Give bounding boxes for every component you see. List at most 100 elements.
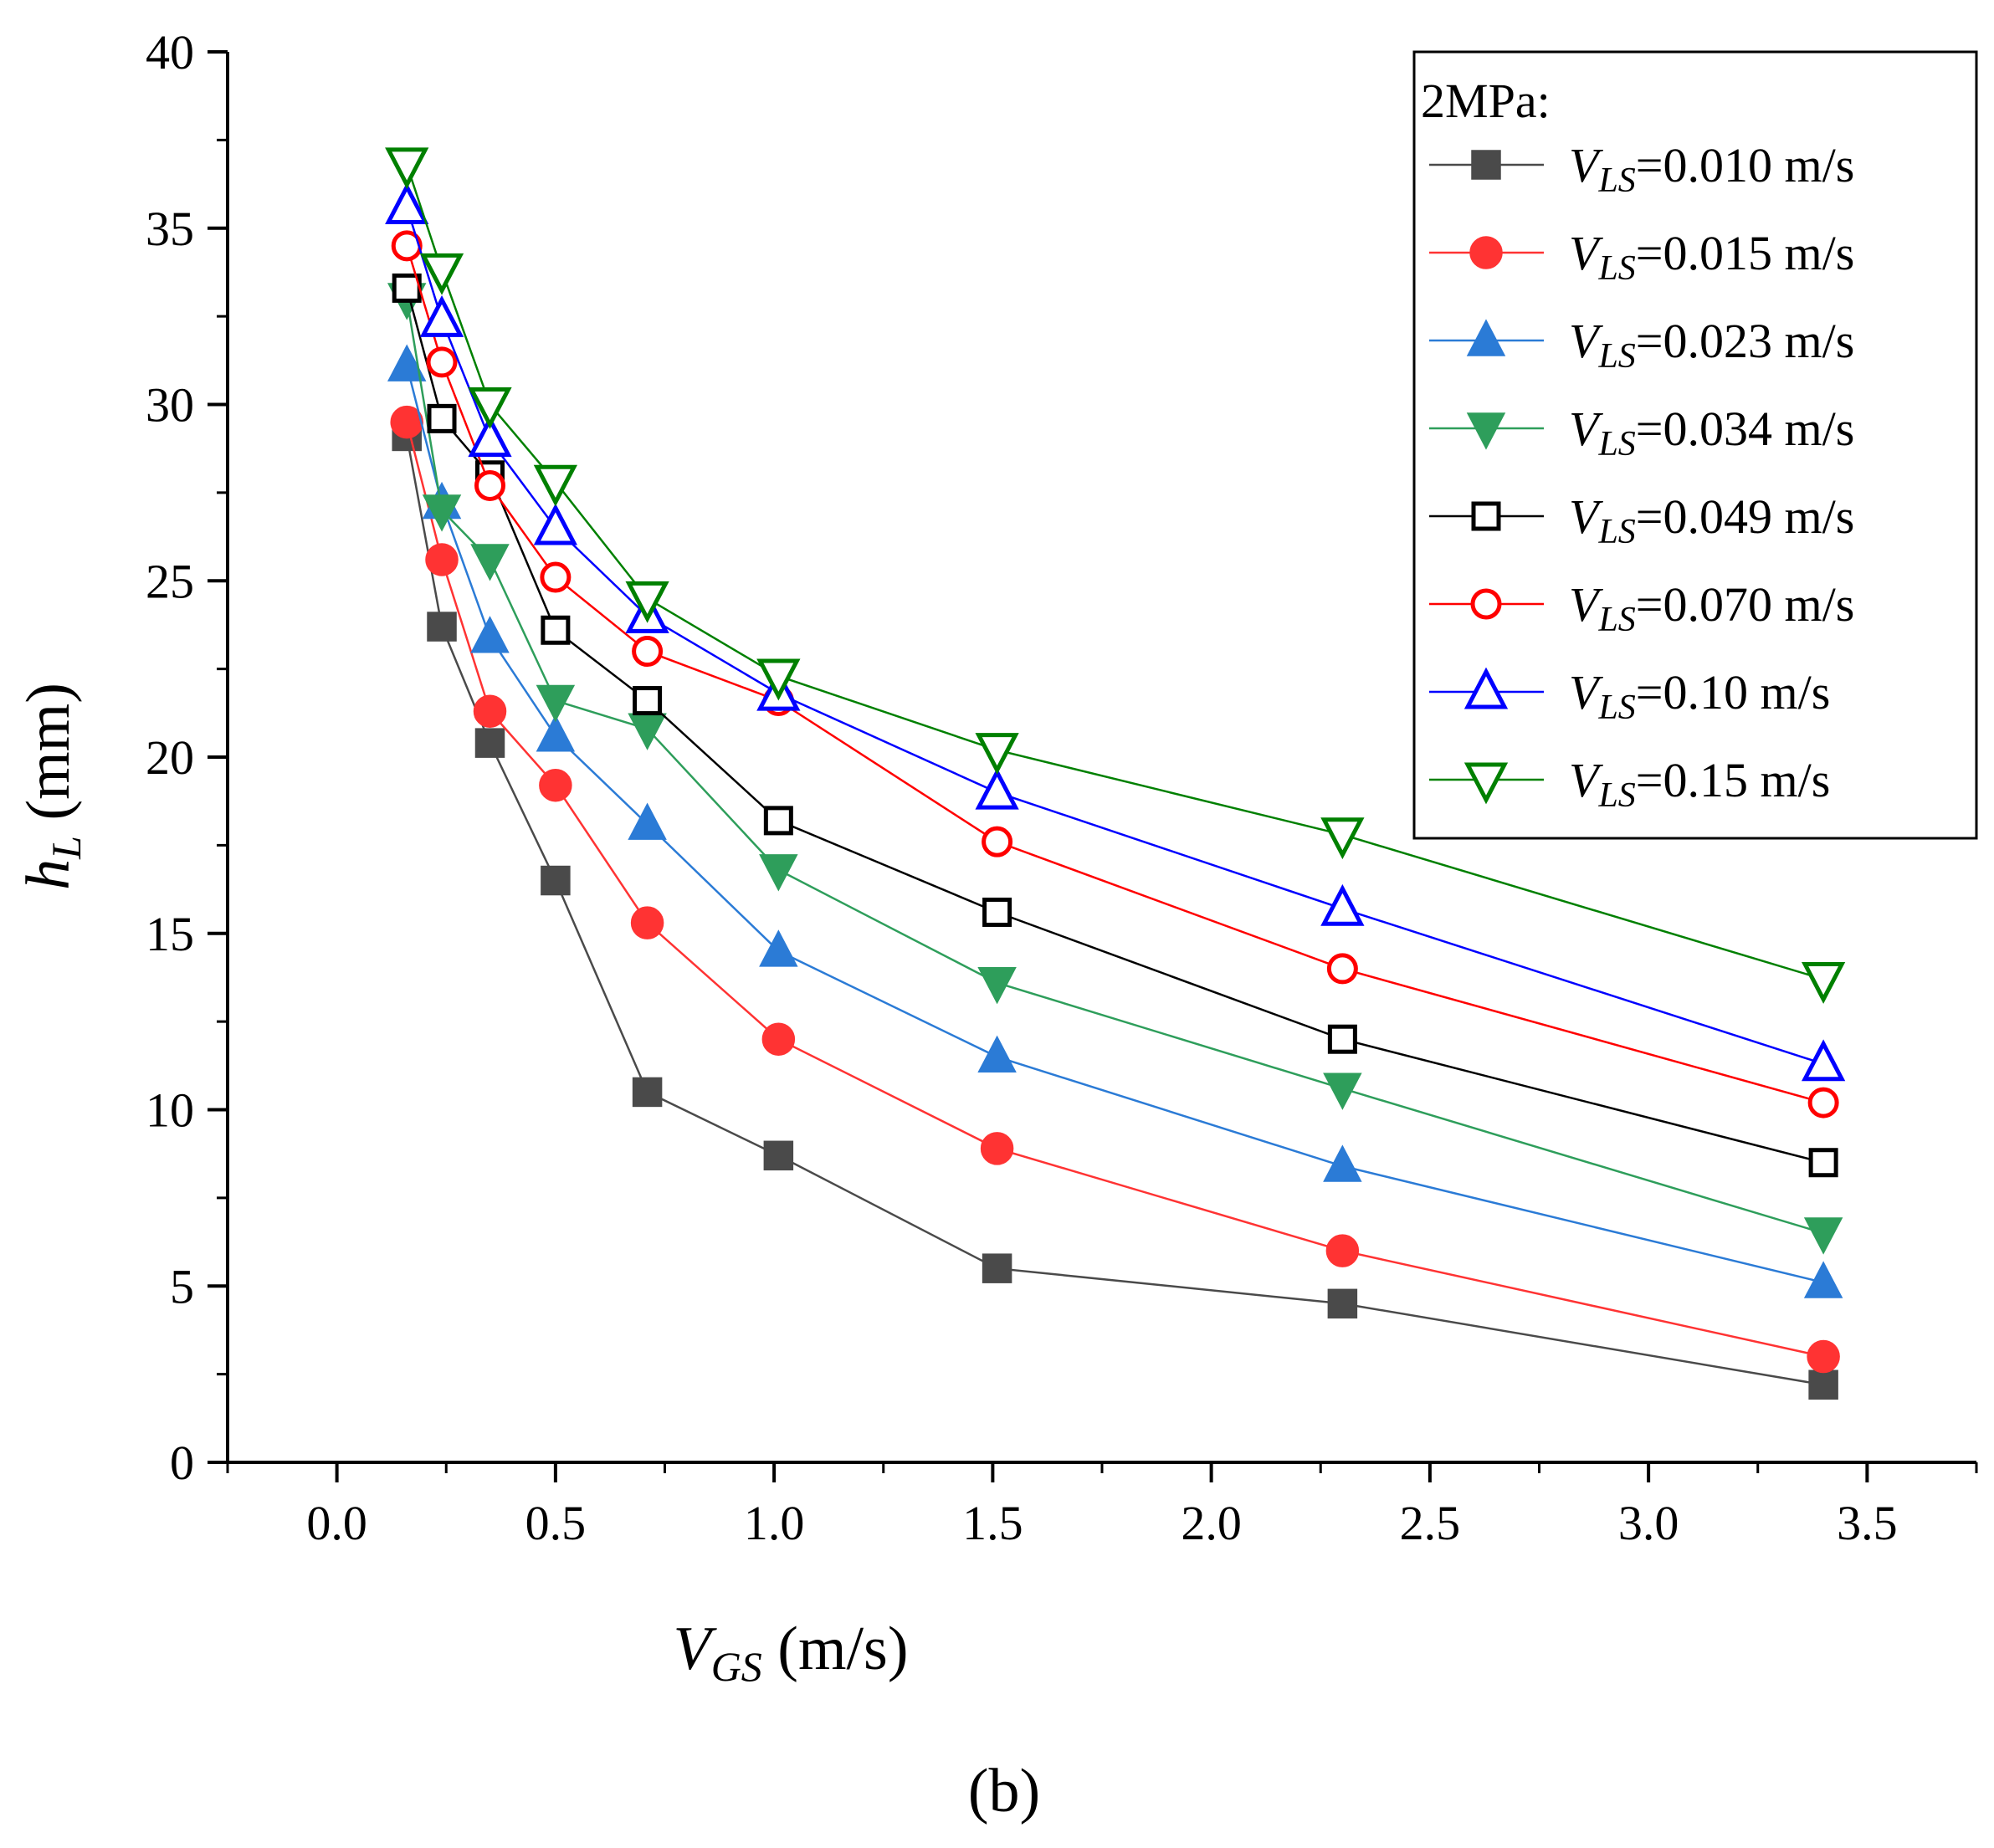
data-point-shape [1808, 1148, 1838, 1178]
data-point-shape [474, 469, 505, 501]
data-point [419, 294, 464, 337]
data-point [422, 494, 462, 532]
data-point-shape [982, 826, 1013, 857]
legend-value: =0.070 m/s [1636, 577, 1855, 632]
data-point-shape [763, 1140, 794, 1171]
data-point-shape [761, 1022, 796, 1056]
data-point-shape [630, 906, 664, 939]
data-point [536, 684, 576, 723]
data-point-shape [540, 561, 572, 593]
x-axis-title: VGS (m/s) [673, 1615, 908, 1690]
data-point-shape [533, 464, 578, 507]
legend-item: VLS=0.15 m/s [1429, 753, 1830, 815]
data-point [1326, 953, 1358, 985]
legend-label: VLS=0.023 m/s [1569, 314, 1854, 376]
data-point-shape [633, 686, 663, 716]
x-tick-label: 0.0 [306, 1496, 367, 1550]
x-tick-label: 1.0 [744, 1496, 805, 1550]
legend-value: =0.023 m/s [1636, 314, 1855, 368]
data-point [759, 929, 798, 967]
legend-item: VLS=0.015 m/s [1429, 226, 1854, 288]
x-tick-label: 1.5 [962, 1496, 1023, 1550]
data-point [975, 733, 1019, 775]
legend-var-sub: LS [1597, 689, 1635, 727]
data-point [977, 1035, 1017, 1073]
data-point [540, 561, 572, 593]
data-point-shape [628, 802, 667, 840]
legend-label: VLS=0.15 m/s [1569, 753, 1830, 815]
legend-value: =0.10 m/s [1636, 665, 1831, 719]
legend-marker-shape [1466, 412, 1506, 450]
legend-marker [1466, 412, 1506, 450]
data-point [1320, 883, 1365, 926]
data-point [419, 253, 464, 295]
panel-label: (b) [968, 1757, 1040, 1825]
y-tick-label: 5 [170, 1259, 194, 1313]
data-point [474, 728, 505, 758]
data-point [1803, 1261, 1843, 1298]
legend-label: VLS=0.10 m/s [1569, 665, 1830, 727]
data-point [763, 806, 793, 836]
data-point-shape [763, 806, 793, 836]
legend-value: =0.010 m/s [1636, 138, 1855, 192]
data-point [982, 826, 1013, 857]
series-1 [392, 421, 1838, 1400]
data-point-shape [422, 494, 462, 532]
legend-item: VLS=0.049 m/s [1429, 489, 1854, 551]
x-tick-label: 3.0 [1618, 1496, 1679, 1550]
data-point [425, 543, 459, 576]
legend-var-sub: LS [1597, 425, 1635, 463]
data-point [977, 967, 1017, 1005]
data-point [763, 1140, 794, 1171]
data-point [385, 147, 429, 190]
data-point [759, 854, 798, 892]
data-point [1807, 1087, 1839, 1119]
data-point-shape [975, 767, 1019, 810]
data-point [533, 503, 578, 545]
data-point-shape [1807, 1339, 1840, 1374]
data-point-shape [632, 1077, 663, 1108]
data-point-shape [982, 897, 1012, 927]
data-point [1323, 1072, 1362, 1110]
data-point-shape [980, 1132, 1014, 1165]
y-tick-label: 30 [146, 378, 194, 433]
legend-marker-shape [1463, 667, 1509, 709]
data-point-shape [392, 273, 422, 303]
series-8 [385, 147, 1846, 1004]
data-point-shape [419, 253, 464, 295]
data-point [390, 405, 423, 439]
data-point-shape [625, 581, 669, 623]
data-point [470, 616, 510, 653]
x-axis-title-unit: (m/s) [762, 1615, 909, 1683]
data-point [539, 768, 572, 802]
series-layer [385, 147, 1846, 1400]
data-point-shape [390, 405, 423, 439]
legend-box [1412, 50, 1978, 840]
data-point [980, 1132, 1014, 1165]
legend-var-sub: LS [1597, 776, 1635, 815]
data-point [1801, 1039, 1846, 1082]
data-point-shape [539, 768, 572, 802]
legend-value: =0.049 m/s [1636, 489, 1855, 544]
data-point [982, 897, 1012, 927]
legend-marker-shape [1470, 588, 1502, 620]
data-point-shape [1801, 1039, 1846, 1082]
legend-item: VLS=0.10 m/s [1429, 665, 1830, 727]
legend-marker-shape [1466, 319, 1506, 356]
y-tick-label: 10 [146, 1083, 194, 1138]
legend-label: VLS=0.049 m/s [1569, 489, 1854, 551]
data-point [533, 464, 578, 507]
data-point-shape [385, 147, 429, 190]
data-point-shape [473, 694, 507, 728]
data-point-shape [1808, 1369, 1838, 1400]
data-point [387, 344, 427, 381]
legend-marker [1469, 236, 1503, 269]
data-point-shape [470, 616, 510, 653]
x-tick-label: 0.5 [525, 1496, 587, 1550]
data-point [1808, 1369, 1838, 1400]
legend-var-sub: LS [1597, 249, 1635, 288]
data-point-shape [387, 344, 427, 381]
x-tick-label: 2.0 [1181, 1496, 1242, 1550]
y-axis-title-var: h [14, 859, 83, 890]
